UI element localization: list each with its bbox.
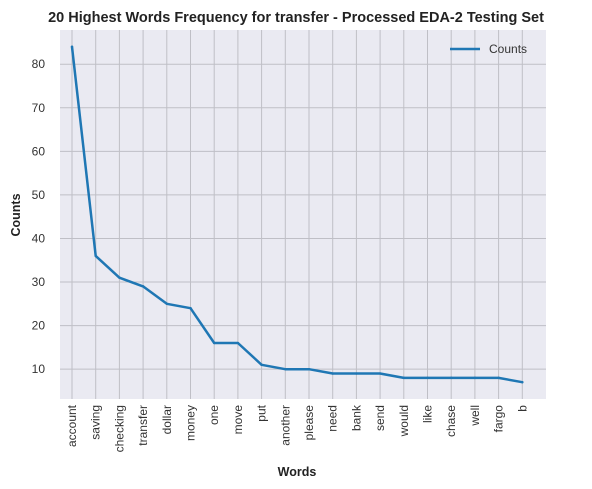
data-point xyxy=(165,302,168,306)
data-point xyxy=(307,367,311,371)
x-tick-label: chase xyxy=(444,405,458,437)
x-tick-label: like xyxy=(421,405,435,423)
data-point xyxy=(260,363,263,367)
y-tick-label: 40 xyxy=(32,231,46,245)
chart-title: 20 Highest Words Frequency for transfer … xyxy=(48,10,544,26)
data-point xyxy=(94,254,97,258)
x-tick-label: checking xyxy=(112,405,126,452)
plot-area xyxy=(60,30,546,399)
y-tick-label: 70 xyxy=(32,101,46,115)
x-tick-label: bank xyxy=(349,404,363,431)
data-point xyxy=(70,45,74,48)
x-tick-label: transfer xyxy=(136,405,150,446)
data-point xyxy=(355,372,358,375)
x-tick-label: b xyxy=(515,405,529,412)
data-point xyxy=(450,376,453,380)
series-line-counts xyxy=(70,45,524,384)
legend-label: Counts xyxy=(489,42,527,56)
legend: Counts xyxy=(450,42,527,56)
data-point xyxy=(473,376,477,380)
y-tick-label: 80 xyxy=(32,57,46,71)
data-point xyxy=(213,341,216,345)
x-tick-label: well xyxy=(468,405,482,427)
x-tick-label: dollar xyxy=(160,405,174,434)
data-point xyxy=(141,285,145,288)
x-tick-label: one xyxy=(207,405,221,425)
data-point xyxy=(426,376,429,380)
x-axis-label: Words xyxy=(278,465,317,479)
y-tick-label: 50 xyxy=(32,188,46,202)
data-point xyxy=(521,381,524,384)
x-axis-ticks: account saving checking transfer dollar money… xyxy=(65,404,529,452)
x-tick-label: saving xyxy=(89,405,103,440)
x-tick-label: move xyxy=(231,405,245,435)
data-point xyxy=(236,341,240,345)
x-tick-label: account xyxy=(65,404,79,447)
data-point xyxy=(118,276,121,279)
data-point xyxy=(497,376,500,380)
y-axis-label: Counts xyxy=(9,193,23,236)
x-tick-label: need xyxy=(326,405,340,432)
y-tick-label: 30 xyxy=(32,275,46,289)
grid-lines xyxy=(60,30,546,399)
data-point xyxy=(378,372,382,375)
data-point xyxy=(284,367,287,371)
x-tick-label: money xyxy=(184,405,198,441)
x-tick-label: another xyxy=(278,405,292,446)
series-layer xyxy=(70,45,524,384)
data-point xyxy=(189,306,192,310)
y-tick-label: 60 xyxy=(32,144,46,158)
x-tick-label: fargo xyxy=(492,405,506,433)
y-tick-label: 20 xyxy=(32,319,46,333)
x-tick-label: put xyxy=(255,404,269,421)
y-tick-label: 10 xyxy=(32,362,46,376)
y-axis-ticks: 10 20 30 40 50 60 70 80 xyxy=(32,57,46,376)
data-point xyxy=(331,372,334,375)
data-point xyxy=(402,376,405,380)
x-tick-label: please xyxy=(302,405,316,441)
x-tick-label: would xyxy=(397,405,411,437)
x-tick-label: send xyxy=(373,405,387,431)
